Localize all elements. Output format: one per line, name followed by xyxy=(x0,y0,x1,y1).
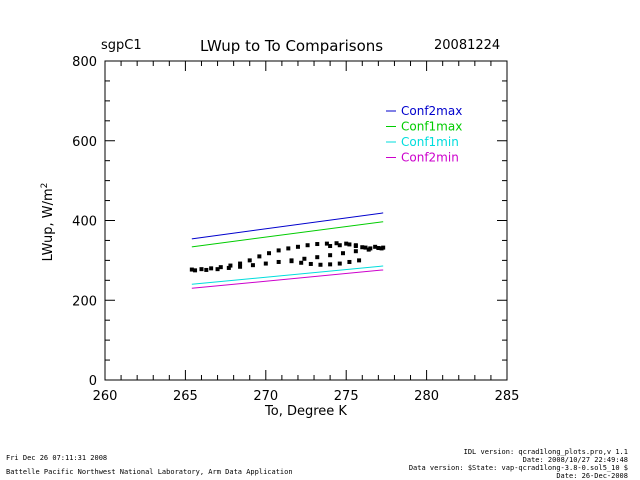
y-tick-label: 0 xyxy=(89,374,97,389)
observation-point xyxy=(226,265,231,270)
y-tick-label: 400 xyxy=(72,215,97,230)
observation-point xyxy=(189,267,194,272)
observation-point xyxy=(228,263,233,268)
y-tick-label: 600 xyxy=(72,135,97,150)
legend-label-conf2min: Conf2min xyxy=(401,151,459,165)
observation-point xyxy=(353,244,358,249)
observation-point xyxy=(257,254,262,259)
site-label: sgpC1 xyxy=(101,38,142,53)
x-axis-label: To, Degree K xyxy=(264,404,347,419)
x-axis-ticks: 260 265 270 275 280 285 xyxy=(93,61,520,404)
observation-point xyxy=(209,266,214,271)
observation-point xyxy=(337,261,342,266)
observation-point xyxy=(363,245,368,250)
observation-point xyxy=(247,258,252,263)
idl-date: Date: 2008/10/27 22:49:48 xyxy=(522,456,628,464)
chart-title: LWup to To Comparisons xyxy=(200,37,384,55)
observation-point xyxy=(289,259,294,264)
legend-label-conf2max: Conf2max xyxy=(401,104,462,118)
observation-point xyxy=(366,247,371,252)
observation-point xyxy=(318,262,323,267)
idl-version: IDL version: qcrad1long_plots.pro,v 1.1 xyxy=(463,448,628,456)
observation-point xyxy=(193,268,198,273)
series-line-conf1max xyxy=(191,221,384,248)
observation-point xyxy=(250,263,255,268)
x-tick-label: 280 xyxy=(414,389,439,404)
observation-point xyxy=(218,265,223,270)
observation-point xyxy=(353,249,358,254)
y-axis-label-superscript: 2 xyxy=(40,183,50,189)
observation-point xyxy=(376,246,381,251)
observation-point xyxy=(357,258,362,263)
observation-point xyxy=(324,241,329,246)
y-axis-label: LWup, W/m2 xyxy=(40,183,56,262)
observation-point xyxy=(299,260,304,265)
observation-point xyxy=(305,243,310,248)
observation-points xyxy=(189,241,386,273)
date-label: 20081224 xyxy=(434,38,501,53)
observation-point xyxy=(199,267,204,272)
x-tick-label: 285 xyxy=(495,389,520,404)
observation-point xyxy=(373,244,378,249)
observation-point xyxy=(238,264,243,269)
x-tick-label: 265 xyxy=(173,389,198,404)
organization-credit: Battelle Pacific Northwest National Labo… xyxy=(6,468,293,476)
observation-point xyxy=(276,259,281,264)
legend-label-conf1min: Conf1min xyxy=(401,135,459,149)
x-tick-label: 260 xyxy=(93,389,118,404)
observation-point xyxy=(286,246,291,251)
observation-point xyxy=(302,256,307,261)
observation-point xyxy=(344,241,349,246)
observation-point xyxy=(337,243,342,248)
observation-point xyxy=(347,242,352,247)
observation-point xyxy=(360,245,365,250)
observation-point xyxy=(328,253,333,258)
observation-point xyxy=(347,259,352,264)
y-axis-label-main: LWup, W/m xyxy=(41,188,56,261)
x-tick-label: 270 xyxy=(253,389,278,404)
y-tick-label: 800 xyxy=(72,55,97,70)
observation-point xyxy=(334,241,339,246)
data-version: Data version: $State: vap-qcrad1long-3.8… xyxy=(408,464,628,472)
series-line-conf1min xyxy=(191,265,384,285)
observation-point xyxy=(295,244,300,249)
confidence-lines xyxy=(191,212,384,289)
observation-point xyxy=(276,248,281,253)
data-date: Date: 26-Dec-2008 xyxy=(556,472,628,480)
run-timestamp: Fri Dec 26 07:11:31 2008 xyxy=(6,454,108,462)
observation-point xyxy=(215,267,220,272)
observation-point xyxy=(328,262,333,267)
observation-point xyxy=(238,261,243,266)
observation-point xyxy=(204,267,209,272)
observation-point xyxy=(315,242,320,247)
observation-point xyxy=(340,251,345,256)
observation-point xyxy=(263,261,268,266)
y-axis-ticks: 0 200 400 600 800 xyxy=(72,55,507,389)
y-tick-label: 200 xyxy=(72,294,97,309)
observation-point xyxy=(328,244,333,249)
chart-area: 260 265 270 275 280 285 0 200 400 600 800 Conf2ma… xyxy=(40,55,520,419)
observation-point xyxy=(315,255,320,260)
observation-point xyxy=(267,251,272,256)
series-line-conf2min xyxy=(191,269,384,289)
observation-point xyxy=(308,261,313,266)
x-tick-label: 275 xyxy=(334,389,359,404)
legend-label-conf1max: Conf1max xyxy=(401,120,462,134)
series-line-conf2max xyxy=(191,212,384,240)
observation-point xyxy=(379,246,384,251)
